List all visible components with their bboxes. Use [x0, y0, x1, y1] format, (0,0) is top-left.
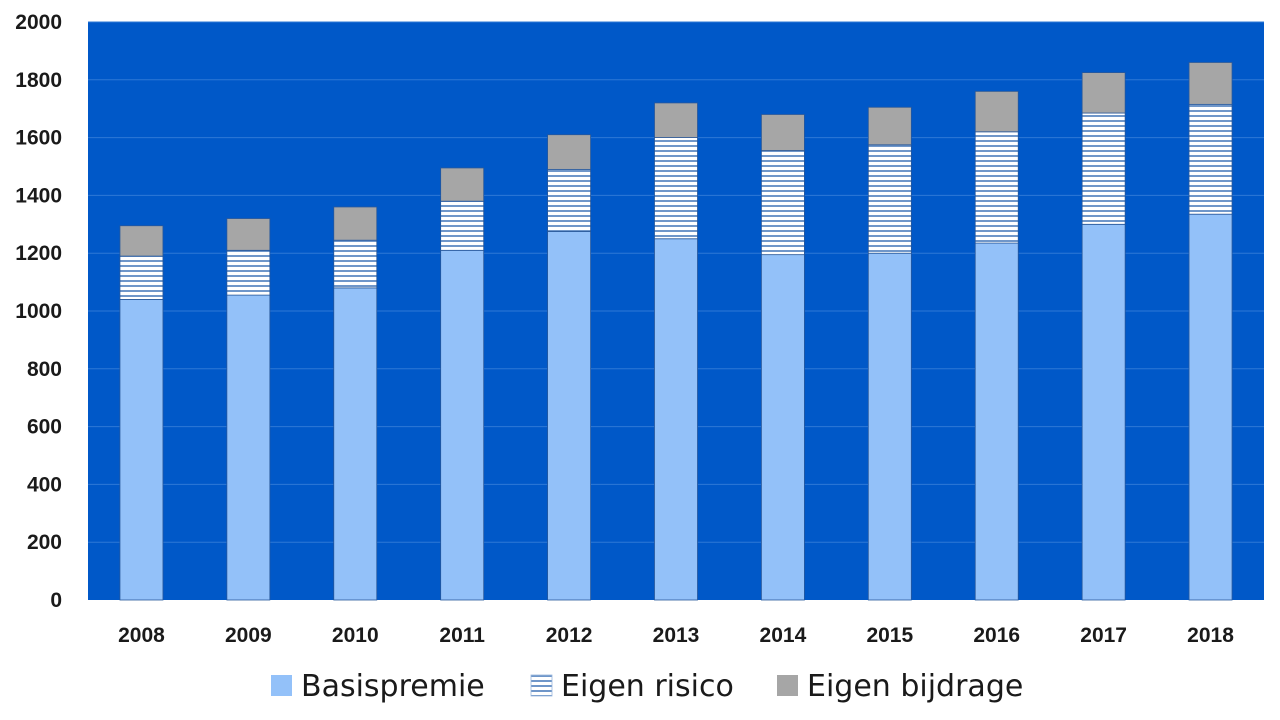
- bar-eigen-risico-2010: [333, 239, 378, 289]
- bar-eigen-risico-2012: [547, 168, 591, 232]
- x-tick-label: 2008: [118, 624, 165, 647]
- legend-swatch-basispremie: [271, 675, 292, 696]
- legend-swatch-eigen-risico: [530, 674, 553, 697]
- x-tick-label: 2014: [760, 624, 807, 647]
- bar-eigen-bijdrage-2011: [440, 167, 485, 202]
- bar-eigen-risico-2014: [761, 150, 805, 256]
- bar-eigen-bijdrage-2010: [333, 206, 378, 241]
- bar-basispremie-2014: [761, 254, 805, 601]
- bar-eigen-risico-2008: [119, 255, 164, 300]
- bar-basispremie-2017: [1081, 223, 1126, 601]
- x-tick-label: 2013: [653, 624, 700, 647]
- y-tick-label: 0: [50, 589, 62, 612]
- bar-eigen-bijdrage-2012: [547, 134, 591, 170]
- bar-eigen-bijdrage-2015: [867, 106, 912, 146]
- y-tick-label: 200: [27, 531, 62, 554]
- bar-eigen-bijdrage-2017: [1081, 72, 1126, 114]
- legend-label-eigen-risico: Eigen risico: [561, 669, 734, 704]
- bar-eigen-bijdrage-2014: [761, 114, 805, 152]
- bar-eigen-risico-2018: [1188, 103, 1233, 215]
- bar-eigen-risico-2013: [654, 137, 698, 240]
- x-tick-label: 2012: [546, 624, 593, 647]
- legend-label-basispremie: Basispremie: [301, 669, 485, 704]
- y-tick-label: 800: [27, 358, 62, 381]
- bar-basispremie-2011: [440, 249, 485, 601]
- bar-eigen-risico-2015: [867, 144, 912, 254]
- bar-eigen-bijdrage-2008: [119, 225, 164, 257]
- x-tick-label: 2015: [866, 624, 913, 647]
- bar-basispremie-2018: [1188, 213, 1233, 601]
- bar-basispremie-2012: [547, 231, 591, 601]
- bar-basispremie-2013: [654, 238, 698, 601]
- bar-basispremie-2015: [867, 252, 912, 601]
- bar-eigen-bijdrage-2016: [974, 90, 1019, 133]
- legend-swatch-eigen-bijdrage: [777, 675, 798, 696]
- y-tick-label: 1400: [15, 184, 62, 207]
- bar-eigen-risico-2009: [226, 249, 271, 296]
- x-tick-label: 2017: [1080, 624, 1127, 647]
- y-tick-label: 400: [27, 473, 62, 496]
- y-tick-label: 1800: [15, 69, 62, 92]
- y-tick-label: 1200: [15, 242, 62, 265]
- bar-eigen-bijdrage-2013: [654, 102, 698, 138]
- x-tick-label: 2018: [1187, 624, 1234, 647]
- bar-basispremie-2009: [226, 294, 271, 601]
- y-tick-label: 1000: [15, 300, 62, 323]
- bar-eigen-bijdrage-2018: [1188, 62, 1233, 105]
- y-tick-label: 600: [27, 416, 62, 439]
- bar-eigen-risico-2011: [440, 200, 485, 251]
- legend-label-eigen-bijdrage: Eigen bijdrage: [807, 669, 1023, 704]
- y-tick-label: 2000: [15, 11, 62, 34]
- bar-eigen-bijdrage-2009: [226, 218, 271, 251]
- bar-eigen-risico-2016: [974, 131, 1019, 244]
- x-tick-label: 2010: [332, 624, 379, 647]
- bar-basispremie-2008: [119, 299, 164, 601]
- bar-basispremie-2016: [974, 242, 1019, 601]
- bar-basispremie-2010: [333, 287, 378, 601]
- x-tick-label: 2011: [439, 624, 485, 647]
- bar-eigen-risico-2017: [1081, 112, 1126, 225]
- y-tick-label: 1600: [15, 127, 62, 150]
- x-tick-label: 2016: [973, 624, 1020, 647]
- x-tick-label: 2009: [225, 624, 272, 647]
